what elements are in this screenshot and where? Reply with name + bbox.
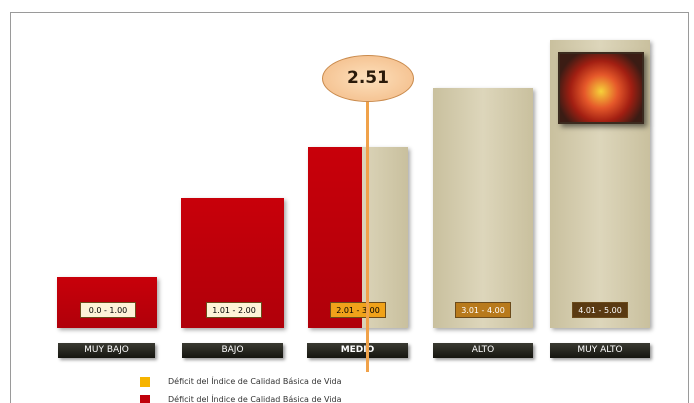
level-name: BAJO <box>182 343 283 358</box>
level-name: MUY BAJO <box>58 343 155 358</box>
level-name: MEDIO <box>307 343 408 358</box>
range-label: 0.0 - 1.00 <box>80 302 136 318</box>
indicator-line <box>366 100 369 372</box>
level-name: MUY ALTO <box>550 343 650 358</box>
range-label: 1.01 - 2.00 <box>206 302 262 318</box>
legend-label: Déficit del Índice de Calidad Básica de … <box>168 377 342 386</box>
range-label: 2.01 - 3.00 <box>330 302 386 318</box>
range-label: 4.01 - 5.00 <box>572 302 628 318</box>
frame <box>10 12 689 403</box>
legend-swatch <box>140 395 150 403</box>
level-bar-fill <box>308 147 362 328</box>
indicator-value: 2.51 <box>322 55 414 102</box>
level-name: ALTO <box>433 343 533 358</box>
level-bar <box>433 88 533 328</box>
range-label: 3.01 - 4.00 <box>455 302 511 318</box>
legend-swatch <box>140 377 150 387</box>
legend-label: Déficit del Índice de Calidad Básica de … <box>168 395 342 403</box>
logo-icon <box>558 52 644 124</box>
